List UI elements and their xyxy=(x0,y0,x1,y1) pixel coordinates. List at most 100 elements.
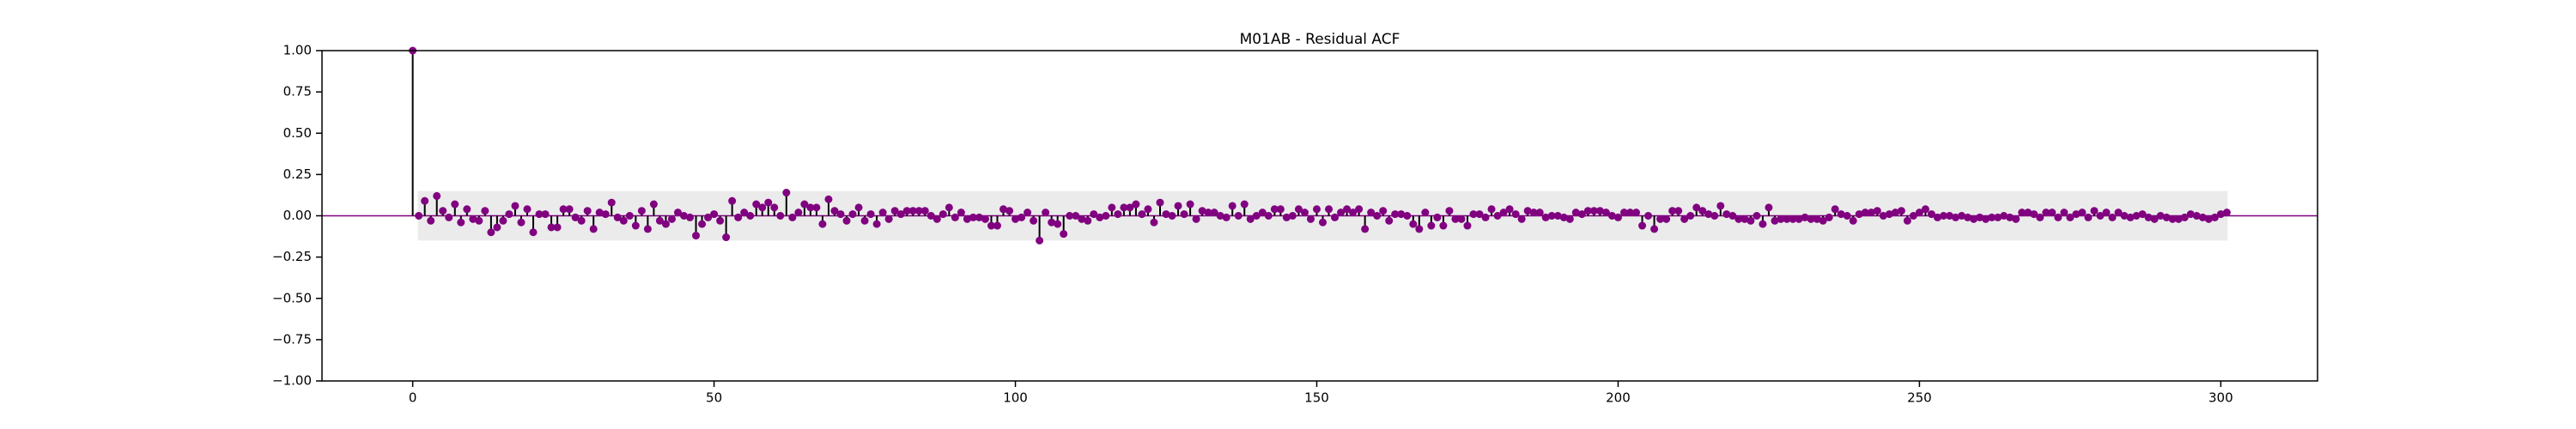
marker xyxy=(1337,208,1346,217)
marker xyxy=(1373,212,1382,220)
marker xyxy=(848,210,857,219)
marker xyxy=(1102,212,1110,220)
marker xyxy=(866,210,875,219)
marker xyxy=(1168,212,1176,220)
marker xyxy=(2078,208,2087,217)
marker xyxy=(1005,207,1014,215)
marker xyxy=(1517,214,1526,223)
marker xyxy=(872,220,881,228)
marker xyxy=(686,213,695,221)
marker xyxy=(854,203,863,212)
marker xyxy=(939,210,947,219)
marker xyxy=(1427,221,1436,230)
marker xyxy=(1204,208,1212,217)
marker xyxy=(1771,216,1779,225)
marker xyxy=(902,207,911,215)
marker xyxy=(896,210,905,219)
marker xyxy=(1385,216,1394,225)
marker xyxy=(463,205,471,214)
marker xyxy=(1704,210,1713,219)
marker xyxy=(1589,207,1598,215)
marker xyxy=(1439,221,1448,230)
marker xyxy=(1475,210,1484,219)
marker xyxy=(1656,214,1665,223)
marker xyxy=(451,200,459,208)
marker xyxy=(1668,207,1677,215)
marker xyxy=(1565,214,1574,223)
marker xyxy=(553,223,562,232)
marker xyxy=(1958,212,1966,220)
marker xyxy=(1156,198,1164,207)
marker xyxy=(1849,216,1857,225)
marker xyxy=(764,198,773,207)
marker xyxy=(2048,208,2057,217)
marker xyxy=(1855,210,1863,219)
marker xyxy=(493,223,501,232)
marker xyxy=(1012,214,1020,223)
x-tick-label: 300 xyxy=(2208,390,2233,406)
marker xyxy=(2222,208,2231,217)
marker xyxy=(1976,213,1984,221)
marker xyxy=(1747,216,1755,225)
marker xyxy=(1463,221,1472,230)
marker xyxy=(487,228,495,237)
marker xyxy=(619,216,628,225)
marker xyxy=(908,207,917,215)
marker xyxy=(445,213,453,221)
marker xyxy=(969,213,977,221)
marker xyxy=(770,203,779,212)
marker xyxy=(1325,205,1334,214)
marker xyxy=(1319,218,1327,227)
y-tick-label: −0.25 xyxy=(272,249,312,264)
marker xyxy=(1909,212,1917,220)
marker xyxy=(692,232,701,240)
marker xyxy=(2150,214,2159,223)
marker xyxy=(499,216,507,225)
marker xyxy=(920,207,929,215)
marker xyxy=(806,203,815,212)
marker xyxy=(1650,225,1659,233)
marker xyxy=(2000,212,2008,220)
marker xyxy=(427,216,435,225)
y-tick-label: −0.50 xyxy=(272,290,312,305)
marker xyxy=(2012,214,2020,223)
marker xyxy=(2024,208,2032,217)
marker xyxy=(529,228,538,237)
marker xyxy=(1060,230,1068,239)
marker xyxy=(1735,214,1743,223)
marker xyxy=(1018,213,1026,221)
marker xyxy=(2006,213,2014,221)
marker xyxy=(1813,214,1821,223)
marker xyxy=(2066,213,2075,221)
marker xyxy=(1108,203,1116,212)
marker xyxy=(1397,210,1406,219)
marker xyxy=(2216,210,2225,219)
y-tick-label: −1.00 xyxy=(272,373,312,389)
marker xyxy=(1601,208,1610,217)
marker xyxy=(2114,208,2123,217)
marker xyxy=(673,208,682,217)
x-tick-label: 150 xyxy=(1304,390,1329,406)
marker xyxy=(1535,208,1544,217)
marker xyxy=(1114,210,1122,219)
marker xyxy=(541,210,550,219)
marker xyxy=(583,207,592,215)
marker xyxy=(1198,207,1206,215)
marker xyxy=(2198,213,2207,221)
marker xyxy=(535,210,544,219)
marker xyxy=(1294,205,1303,214)
marker xyxy=(1631,208,1640,217)
marker xyxy=(1553,212,1562,220)
marker xyxy=(1994,213,2002,221)
marker xyxy=(2108,213,2117,221)
marker xyxy=(1162,210,1170,219)
marker xyxy=(1523,207,1532,215)
marker xyxy=(878,208,887,217)
marker xyxy=(1607,212,1616,220)
marker xyxy=(2156,212,2165,220)
marker xyxy=(981,214,989,223)
marker xyxy=(2174,214,2183,223)
marker xyxy=(1583,207,1592,215)
marker xyxy=(565,205,574,214)
marker xyxy=(1819,216,1827,225)
